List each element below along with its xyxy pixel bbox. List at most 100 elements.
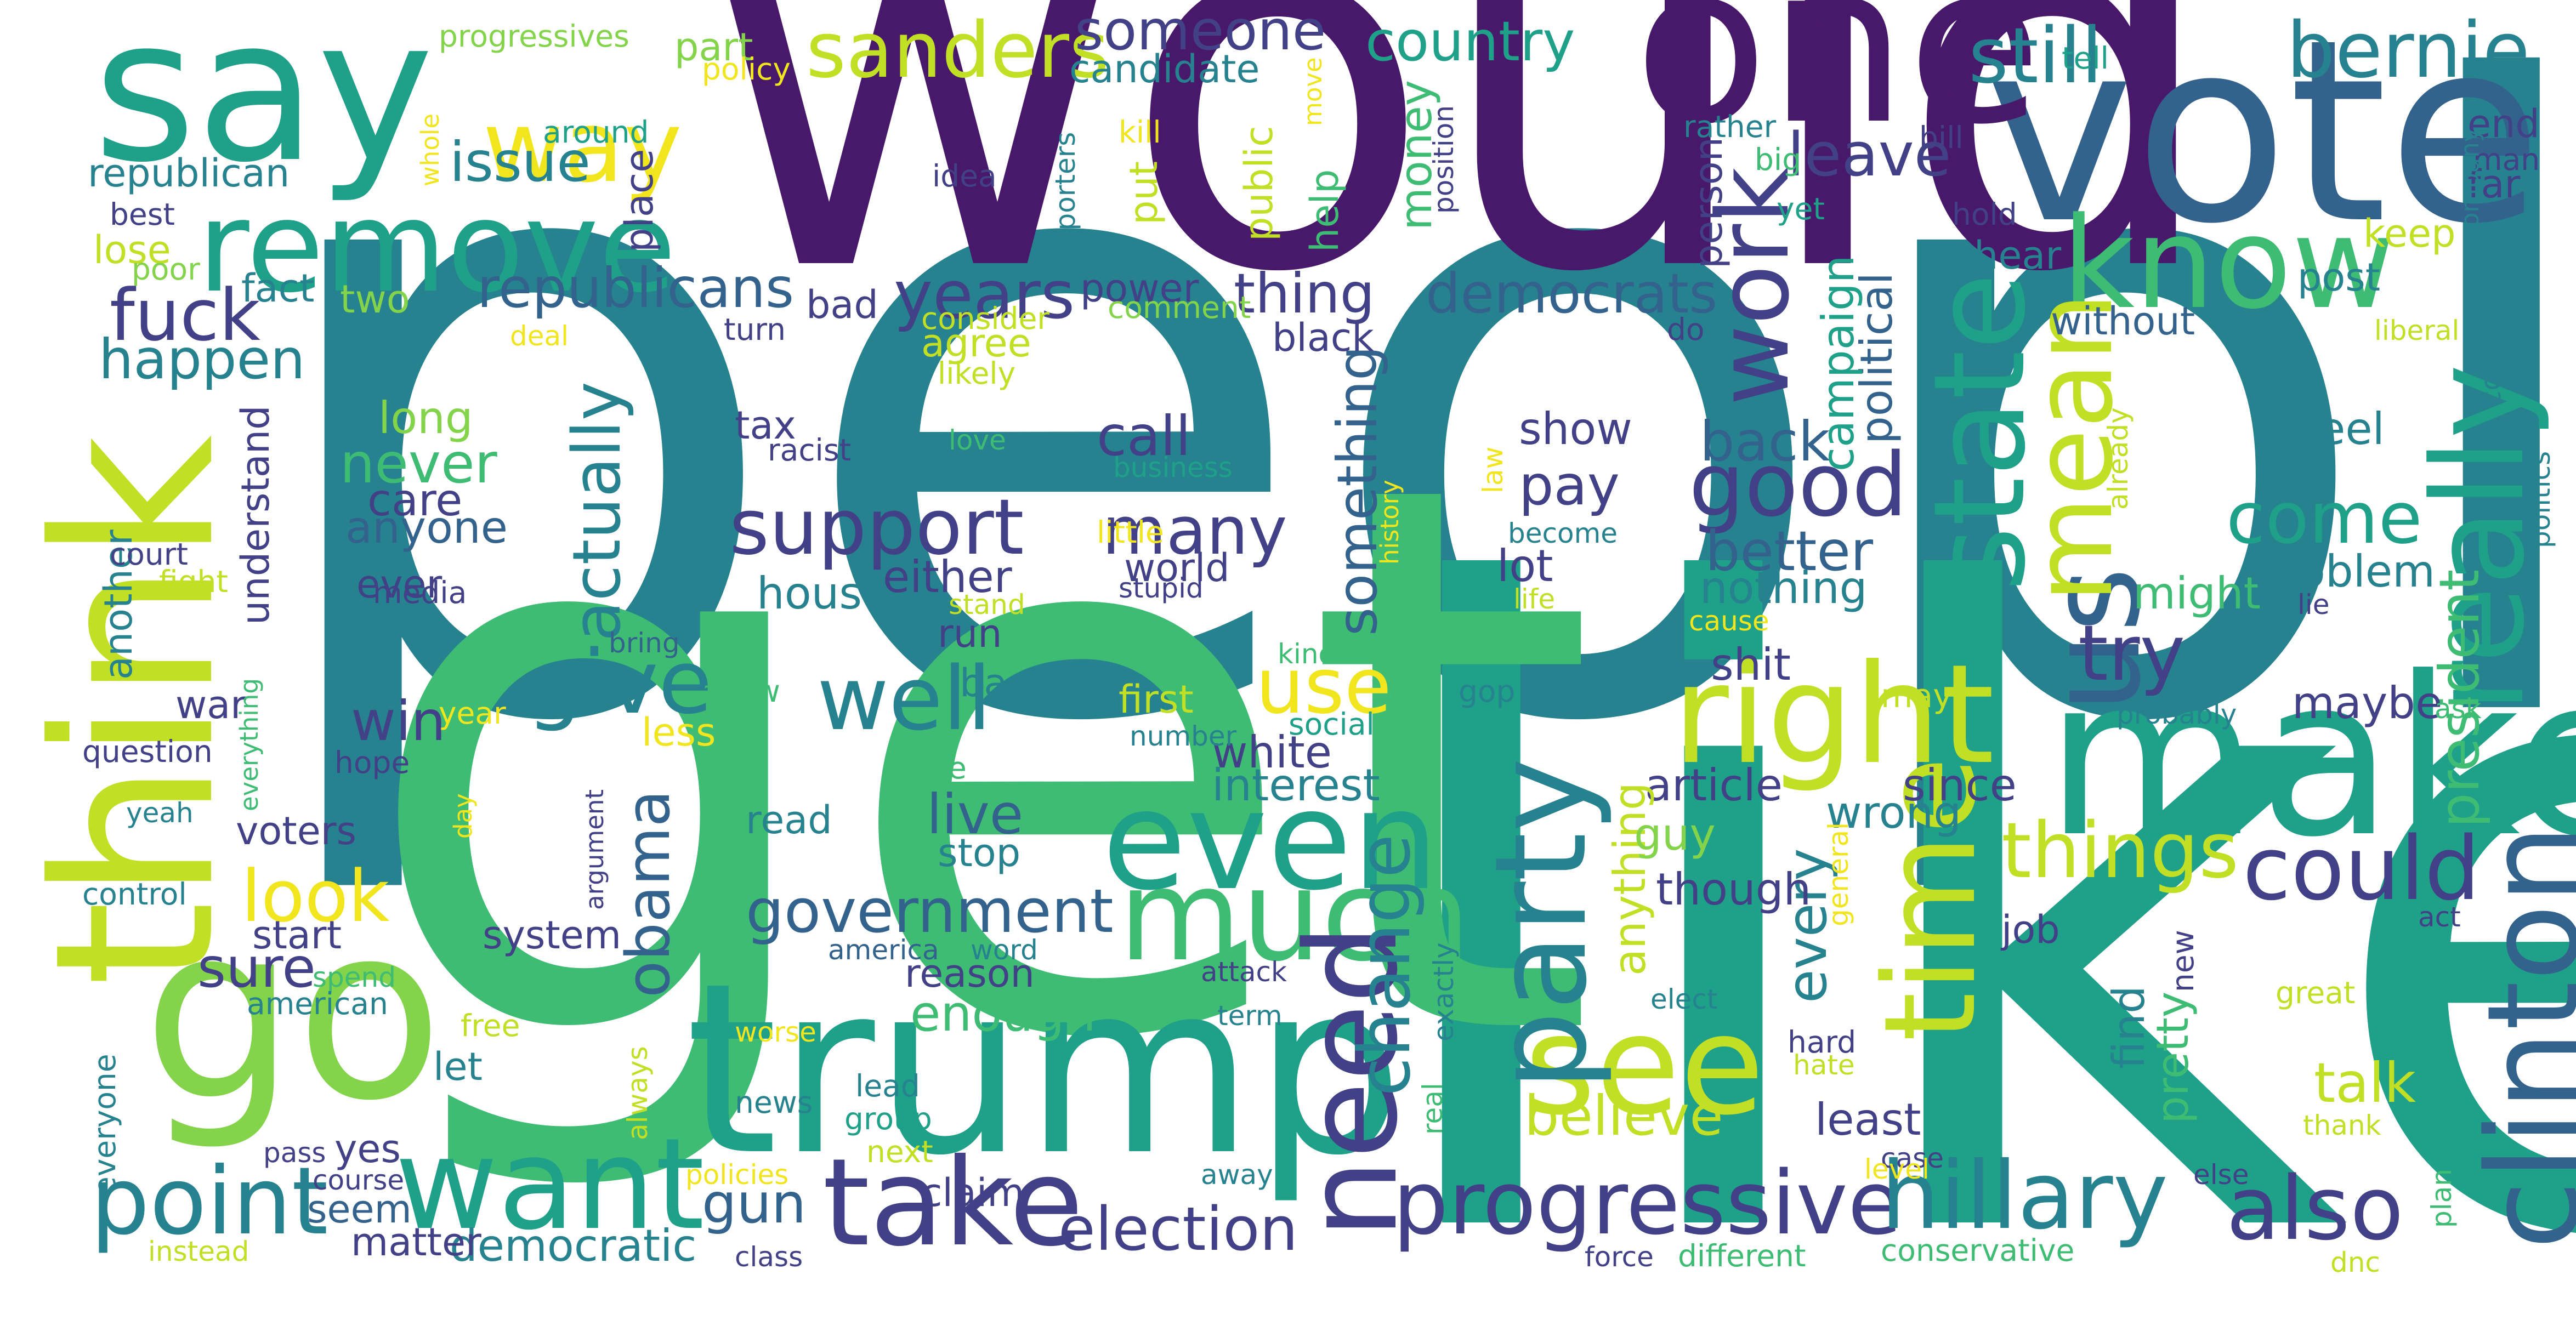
word-already: already: [2102, 407, 2134, 510]
word-exactly: exactly: [1428, 942, 1460, 1042]
word-read: read: [746, 798, 832, 843]
word-bill: bill: [1919, 120, 1964, 155]
word-help: help: [1302, 169, 1347, 252]
word-job: job: [2000, 907, 2060, 952]
word-yet: yet: [1777, 191, 1825, 226]
word-money: money: [1391, 80, 1442, 230]
word-least: least: [1815, 1094, 1921, 1145]
word-feel: feel: [2303, 403, 2385, 454]
word-change: change: [1343, 834, 1426, 1096]
word-kind: kind: [1278, 638, 1336, 670]
word-though: though: [1656, 864, 1811, 915]
word-do: do: [1667, 312, 1705, 347]
word-leave: leave: [1788, 120, 1951, 190]
word-gun: gun: [702, 1171, 806, 1236]
word-campaign: campaign: [1813, 255, 1864, 471]
word-another: another: [96, 530, 141, 680]
word-fuck: fuck: [110, 274, 260, 357]
word-yes: yes: [334, 1126, 401, 1171]
word-shit: shit: [1711, 639, 1791, 690]
word-could: could: [2243, 817, 2480, 920]
word-case: case: [1881, 1142, 1944, 1174]
word-state: state: [1907, 272, 2053, 592]
word-attack: attack: [1201, 956, 1287, 988]
word-maybe: maybe: [2292, 678, 2442, 729]
word-one: one: [1634, 0, 2042, 173]
word-pass: pass: [263, 1137, 326, 1169]
word-consider: consider: [921, 301, 1049, 336]
word-take: take: [822, 1133, 1083, 1273]
word-might: might: [2133, 568, 2261, 619]
word-base: base: [960, 661, 1051, 705]
word-clinton: clinton: [2461, 824, 2576, 1250]
word-class: class: [735, 1241, 803, 1273]
word-supporters: supporters: [1049, 132, 1081, 280]
word-post: post: [2297, 255, 2380, 300]
word-actually: actually: [559, 382, 636, 641]
word-free: free: [461, 1008, 520, 1043]
word-question: question: [82, 734, 213, 769]
word-get: get: [356, 323, 1599, 1204]
word-believe: believe: [1524, 1084, 1723, 1148]
word-care: care: [367, 475, 462, 526]
word-away: away: [1201, 1159, 1273, 1191]
word-likely: likely: [938, 356, 1015, 391]
word-news: news: [735, 1085, 813, 1120]
word-day: day: [449, 793, 478, 839]
word-always: always: [622, 1046, 654, 1140]
word-position: position: [1428, 105, 1460, 214]
word-deal: deal: [510, 320, 569, 352]
word-would: would: [705, 0, 2222, 384]
word-best: best: [110, 197, 175, 232]
word-yeah: yeah: [126, 797, 194, 829]
word-kill: kill: [1119, 115, 1161, 150]
word-progressive: progressive: [1393, 1152, 1902, 1254]
word-life: life: [1513, 583, 1555, 615]
word-real: real: [1417, 1083, 1449, 1135]
word-liberal: liberal: [2374, 315, 2459, 346]
word-talk: talk: [2314, 1051, 2416, 1115]
word-far: far: [2467, 162, 2521, 207]
word-company: company: [2455, 128, 2484, 241]
word-love: love: [949, 424, 1006, 456]
word-bad: bad: [806, 282, 878, 327]
word-else: else: [2193, 1159, 2249, 1191]
word-try: try: [2078, 609, 2185, 698]
word-public: public: [1236, 126, 1281, 241]
word-long: long: [378, 392, 473, 443]
word-allow: allow: [702, 674, 780, 709]
word-years: years: [894, 258, 1075, 334]
word-seem: seem: [307, 1187, 412, 1232]
word-government: government: [746, 876, 1114, 946]
word-right: right: [1672, 635, 1994, 794]
word-trump: trump: [685, 933, 1404, 1207]
word-people: people: [247, 0, 2576, 909]
word-spend: spend: [313, 961, 396, 993]
word-war: war: [175, 682, 246, 727]
word-know: know: [2062, 191, 2395, 337]
word-level: level: [1864, 1153, 1930, 1185]
word-really: really: [2406, 364, 2552, 713]
word-word: word: [971, 934, 1038, 966]
word-run: run: [938, 611, 1002, 656]
word-lead: lead: [855, 1068, 920, 1103]
word-bring: bring: [609, 627, 680, 659]
word-everything: everything: [235, 678, 264, 811]
word-business: business: [1113, 452, 1233, 483]
word-hard: hard: [1788, 1025, 1856, 1060]
word-idea: idea: [932, 158, 997, 194]
word-policies: policies: [685, 1159, 788, 1191]
word-place: place: [617, 149, 662, 252]
word-president: president: [2427, 570, 2492, 828]
word-support: support: [729, 483, 1024, 572]
word-act: act: [2418, 901, 2461, 933]
word-enough: enough: [910, 985, 1096, 1043]
word-win: win: [351, 689, 446, 753]
word-lie: lie: [2297, 589, 2330, 621]
word-true: true: [905, 750, 967, 786]
word-keep: keep: [2363, 211, 2456, 256]
word-hillary: hillary: [1881, 1142, 2168, 1250]
word-different: different: [1678, 1238, 1806, 1273]
word-thank: thank: [2303, 1110, 2381, 1141]
word-less: less: [642, 710, 716, 755]
